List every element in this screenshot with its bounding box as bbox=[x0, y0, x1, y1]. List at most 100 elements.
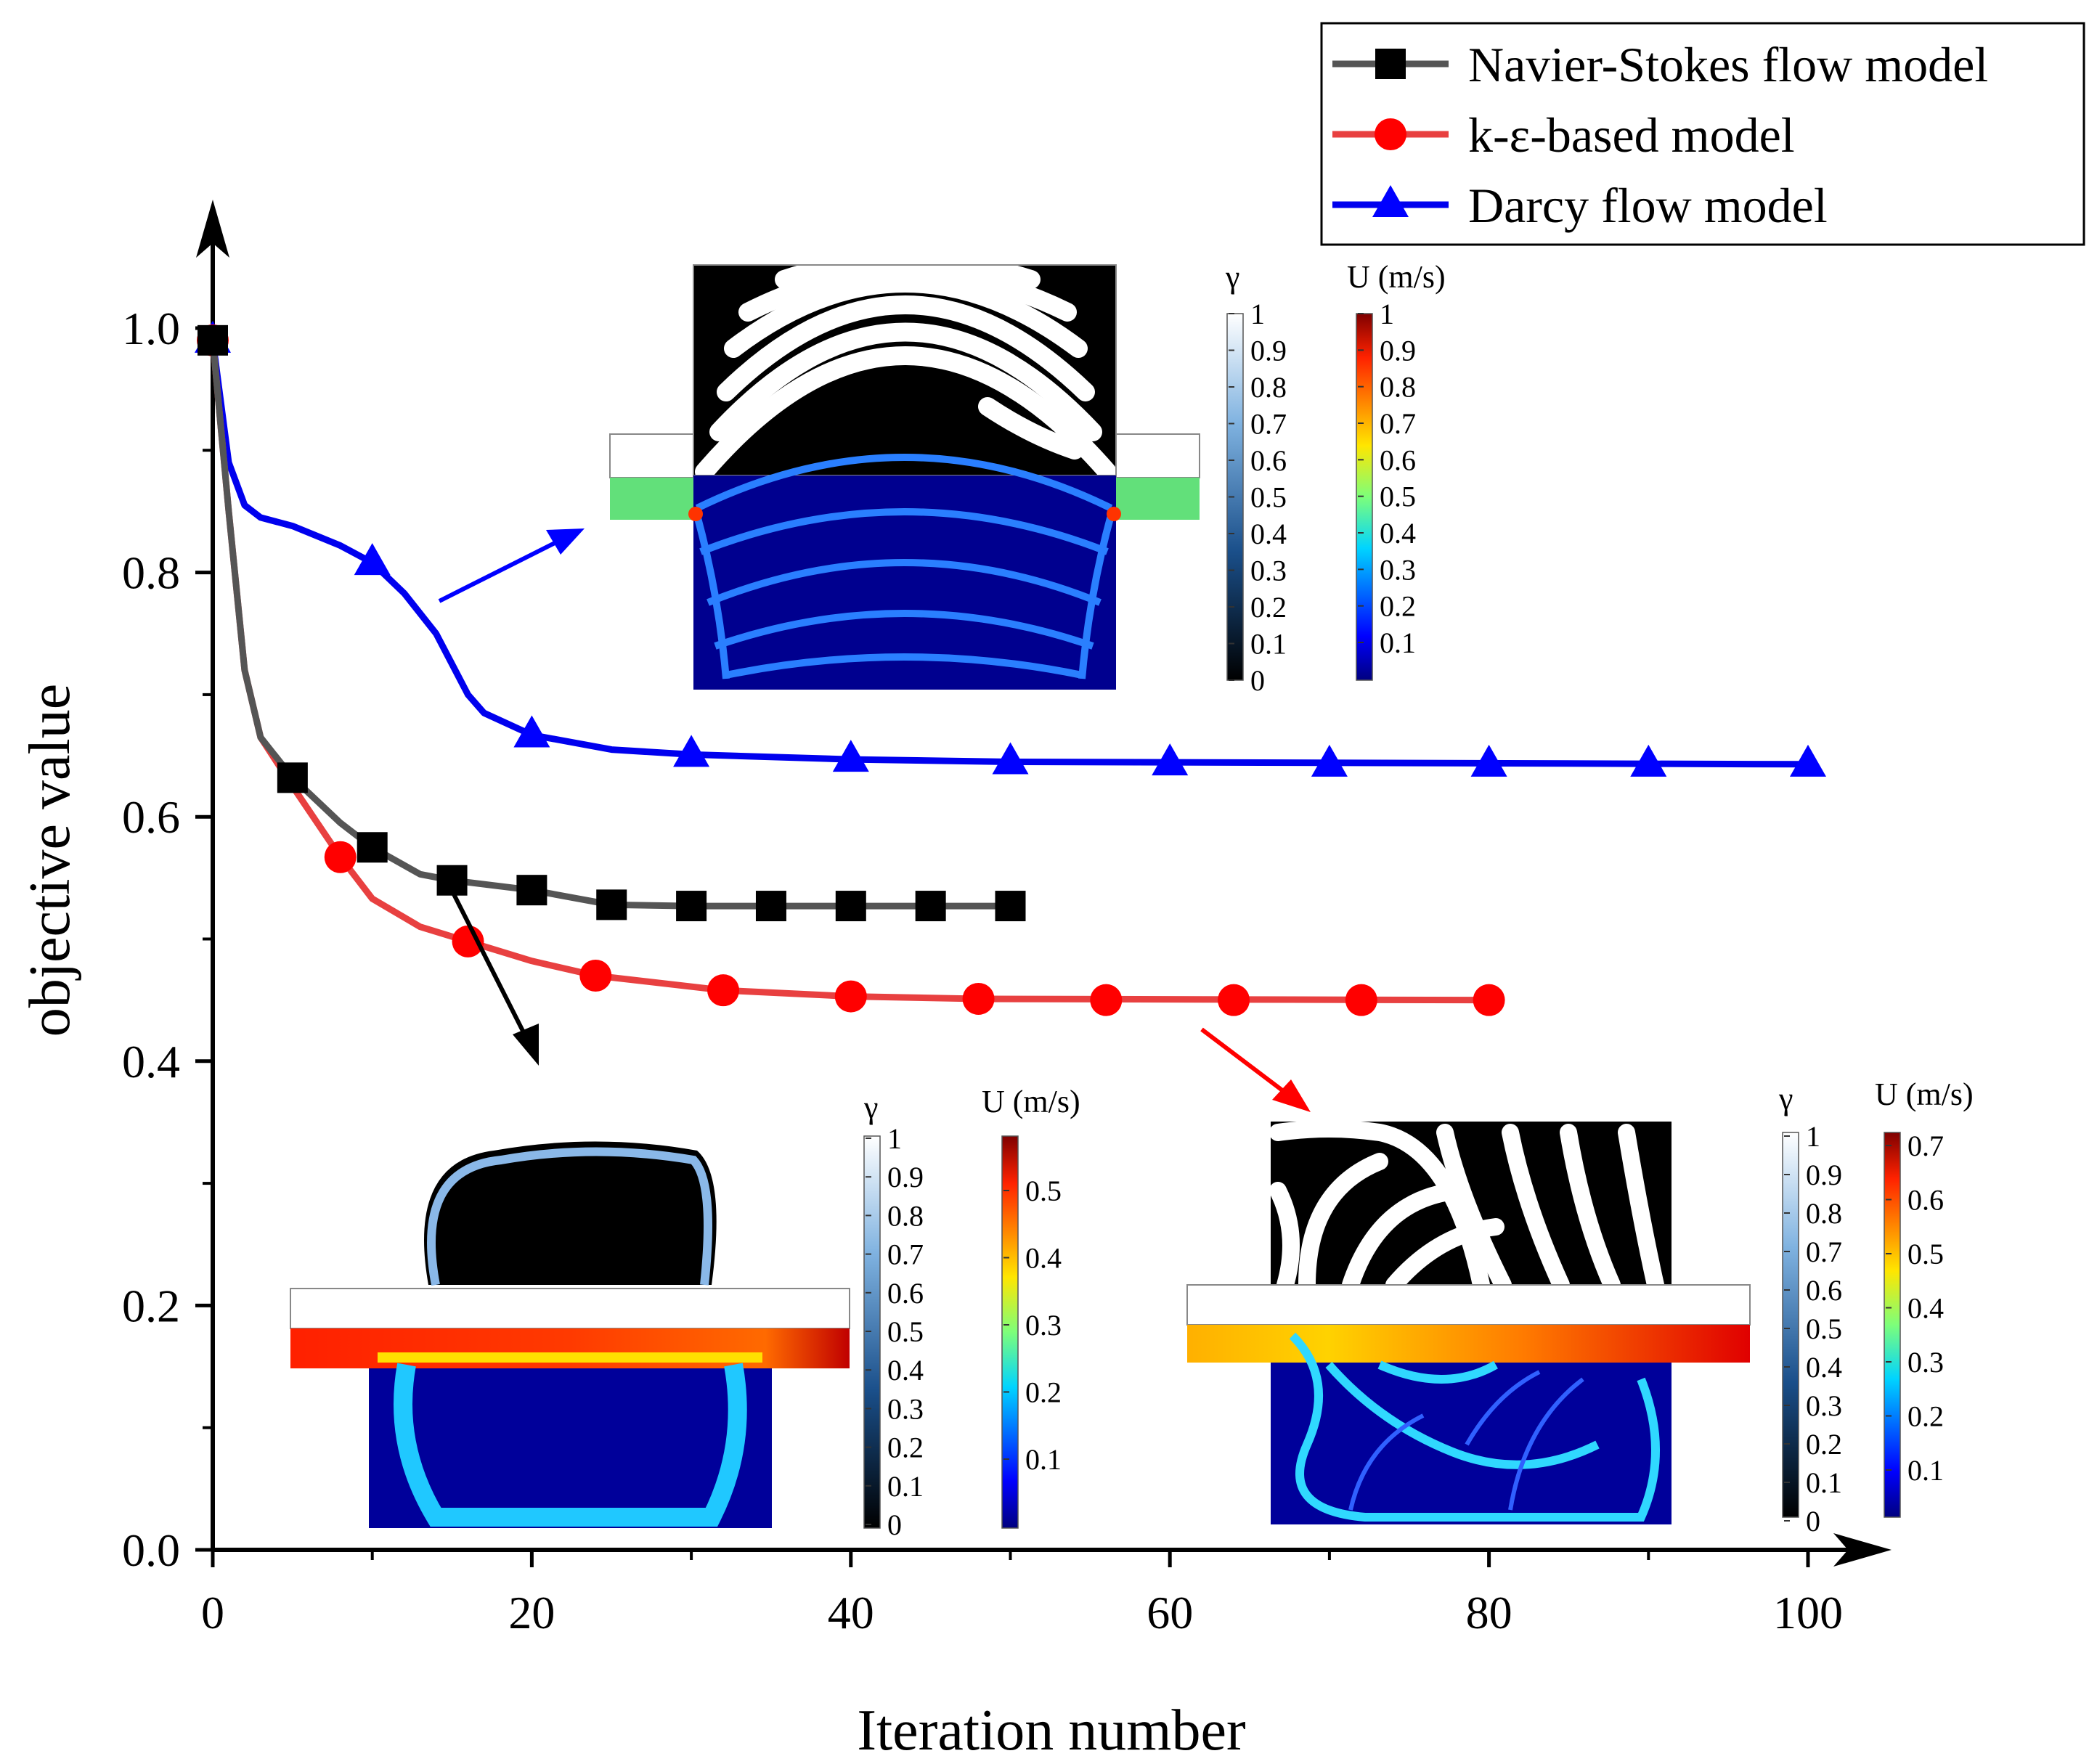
data-point bbox=[324, 841, 357, 873]
data-point bbox=[1790, 744, 1826, 777]
y-ticks: 0.0 0.2 0.4 0.6 0.8 1.0 bbox=[122, 303, 213, 1576]
data-point bbox=[357, 832, 388, 863]
data-point bbox=[995, 891, 1026, 922]
darcy-inset-arrow bbox=[438, 539, 561, 603]
y-axis-title: objective value bbox=[18, 684, 82, 1037]
legend-label: Darcy flow model bbox=[1468, 178, 1828, 233]
data-point bbox=[1345, 984, 1377, 1016]
cb-tick-label: 0.2 bbox=[1025, 1376, 1062, 1409]
legend-marker bbox=[1375, 118, 1406, 150]
cb-tick-label: 0.7 bbox=[1806, 1236, 1842, 1268]
ke-velocity-ticks: 0.7 0.6 0.5 0.4 0.3 0.2 0.1 bbox=[1886, 1130, 1944, 1487]
data-point bbox=[579, 959, 612, 992]
cb-tick-label: 0.7 bbox=[1907, 1130, 1944, 1162]
legend-label: Navier-Stokes flow model bbox=[1468, 37, 1988, 92]
cb-tick-label: 1 bbox=[887, 1122, 902, 1155]
x-axis-arrow bbox=[1833, 1533, 1892, 1567]
cb-tick-label: 0.3 bbox=[1250, 555, 1287, 587]
cb-tick-label: 0 bbox=[1806, 1505, 1820, 1538]
series-2 bbox=[195, 320, 1826, 777]
data-point bbox=[915, 891, 946, 922]
ke-inset-arrowhead bbox=[1272, 1079, 1311, 1112]
cb-tick-label: 0.3 bbox=[887, 1392, 924, 1425]
cb-tick-label: 0.6 bbox=[1380, 444, 1416, 476]
cb-tick-label: 0.1 bbox=[1806, 1466, 1842, 1499]
cb-tick-label: 0.1 bbox=[1250, 628, 1287, 661]
cb-tick-label: 0.5 bbox=[1380, 481, 1416, 513]
ke-velocity-title: U (m/s) bbox=[1875, 1077, 1974, 1112]
cb-tick-label: 0.2 bbox=[1380, 590, 1416, 623]
data-point bbox=[198, 324, 228, 356]
series-0 bbox=[198, 324, 1026, 922]
ns-inset-arrowhead bbox=[513, 1024, 539, 1066]
ns-velocity-title: U (m/s) bbox=[982, 1084, 1080, 1119]
data-point bbox=[1152, 743, 1189, 776]
legend-label: k-ε-based model bbox=[1468, 107, 1795, 163]
cb-tick-label: 0.2 bbox=[1250, 591, 1287, 624]
data-point bbox=[1470, 744, 1507, 777]
data-point bbox=[835, 891, 866, 922]
ns-velocity-ticks: 0.5 0.4 0.3 0.2 0.1 bbox=[1003, 1175, 1062, 1476]
cb-tick-label: 0 bbox=[1250, 664, 1265, 697]
cb-tick-label: 0.4 bbox=[1025, 1242, 1062, 1275]
series-layer bbox=[195, 320, 1826, 1016]
darcy-velocity-ticks: 1 0.9 0.80.7 0.6 0.5 0.40.3 0.20.1 bbox=[1358, 298, 1416, 659]
k-epsilon-inset: γ U (m/s) 10.90.80.70.60.50.40.30.20.10 … bbox=[1186, 1077, 1974, 1538]
data-point bbox=[834, 980, 867, 1013]
data-point bbox=[1090, 984, 1123, 1016]
cb-tick-label: 0.1 bbox=[1025, 1443, 1062, 1476]
x-axis-title: Iteration number bbox=[857, 1699, 1245, 1763]
cb-tick-label: 1 bbox=[1806, 1120, 1820, 1153]
y-tick-label: 0.0 bbox=[122, 1524, 180, 1576]
cb-tick-label: 0.6 bbox=[887, 1277, 924, 1310]
data-point bbox=[1630, 744, 1667, 777]
series-line bbox=[209, 337, 1812, 768]
x-tick-label: 80 bbox=[1466, 1587, 1512, 1638]
ke-gamma-ticks: 1 0.9 0.8 0.7 0.6 0.5 0.4 0.3 0.2 0.1 0 bbox=[1784, 1120, 1842, 1538]
cb-tick-label: 0.5 bbox=[1907, 1238, 1944, 1270]
cb-tick-label: 0.2 bbox=[1806, 1428, 1842, 1461]
darcy-gamma-title: γ bbox=[1225, 259, 1239, 295]
cb-tick-label: 0.1 bbox=[887, 1470, 924, 1503]
cb-tick-label: 0.3 bbox=[1025, 1309, 1062, 1342]
data-point bbox=[676, 891, 707, 922]
cb-tick-label: 0.4 bbox=[1907, 1292, 1944, 1325]
navier-stokes-inset: γ U (m/s) 10.90.80.70.60.50.40.30.20.10 … bbox=[290, 1084, 1080, 1541]
data-point bbox=[755, 891, 786, 922]
data-point bbox=[962, 982, 995, 1015]
cb-tick-label: 0.2 bbox=[887, 1432, 924, 1464]
ns-gamma-ticks: 1 0.9 0.8 0.7 0.6 0.5 0.4 0.3 0.2 0.1 0 bbox=[866, 1122, 924, 1541]
y-tick-label: 0.8 bbox=[122, 547, 180, 599]
cb-tick-label: 0.8 bbox=[1806, 1197, 1842, 1230]
legend-entries: Navier-Stokes flow model k-ε-based model D… bbox=[1332, 37, 1988, 233]
cb-tick-label: 0.1 bbox=[1907, 1454, 1944, 1487]
x-tick-label: 40 bbox=[828, 1587, 874, 1638]
y-tick-label: 0.4 bbox=[122, 1036, 180, 1087]
data-point bbox=[277, 762, 308, 793]
inset-arrows bbox=[438, 528, 1311, 1112]
x-ticks: 0 20 40 60 80 100 bbox=[201, 1550, 1843, 1638]
darcy-inset: γ U (m/s) 10.90.80.70.60.50.40.30.20.10 … bbox=[609, 250, 1446, 697]
cb-tick-label: 0.3 bbox=[1907, 1346, 1944, 1379]
data-point bbox=[516, 875, 547, 906]
cb-tick-label: 0.8 bbox=[1380, 371, 1416, 404]
cb-tick-label: 0.4 bbox=[1250, 518, 1287, 550]
cb-tick-label: 0.8 bbox=[1250, 371, 1287, 404]
legend: Navier-Stokes flow model k-ε-based model D… bbox=[1320, 22, 2085, 246]
cb-tick-label: 0.4 bbox=[1806, 1351, 1842, 1384]
cb-tick-label: 0.9 bbox=[1250, 335, 1287, 367]
cb-tick-label: 0.4 bbox=[887, 1354, 924, 1387]
data-point bbox=[1218, 984, 1250, 1016]
axes: 0 20 40 60 80 100 0.00.20.40.60.81.0 Iteratio… bbox=[18, 200, 1892, 1763]
cb-tick-label: 0.8 bbox=[887, 1199, 924, 1232]
y-tick-label: 0.2 bbox=[122, 1280, 180, 1331]
cb-tick-label: 0.9 bbox=[1380, 334, 1416, 367]
cb-tick-label: 0.2 bbox=[1907, 1400, 1944, 1433]
data-point bbox=[673, 735, 710, 767]
cb-tick-label: 0.3 bbox=[1380, 553, 1416, 586]
cb-tick-label: 1 bbox=[1250, 298, 1265, 330]
cb-tick-label: 0.5 bbox=[887, 1315, 924, 1348]
cb-tick-label: 0.9 bbox=[1806, 1159, 1842, 1191]
cb-tick-label: 0.1 bbox=[1380, 626, 1416, 659]
